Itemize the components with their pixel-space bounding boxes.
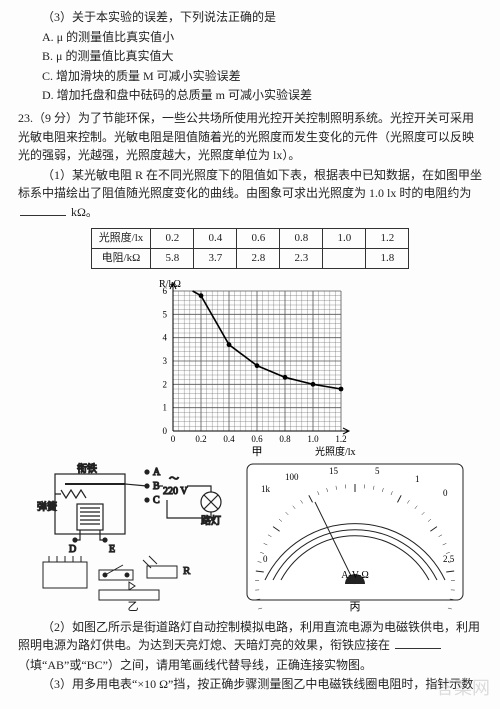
q23-head: 23.（9 分）为了节能环保，一些公共场所使用光控开关控制照明系统。光控开关可采… xyxy=(18,109,482,165)
svg-text:1.0: 1.0 xyxy=(307,434,319,444)
svg-text:C: C xyxy=(153,495,160,506)
svg-text:4: 4 xyxy=(163,332,168,342)
table-row: 电阻/kΩ 5.8 3.7 2.8 2.3 1.8 xyxy=(91,248,409,268)
svg-text:R/kΩ: R/kΩ xyxy=(159,279,181,290)
figure-graph: 00.20.40.60.81.01.20123456R/kΩ光照度/lx甲 xyxy=(18,273,482,458)
svg-text:15: 15 xyxy=(329,466,339,476)
q22-3-optC: C. 增加滑块的质量 M 可减小实验误差 xyxy=(18,67,482,86)
graph-svg: 00.20.40.60.81.01.20123456R/kΩ光照度/lx甲 xyxy=(135,273,365,458)
svg-text:弹簧: 弹簧 xyxy=(37,500,57,513)
circuit-svg: A B C ～ 220 V 路灯 D E 弹簧 衔铁 xyxy=(35,462,235,612)
q22-3-optA: A. μ 的测量值比真实值小 xyxy=(18,28,482,47)
svg-text:5: 5 xyxy=(163,309,168,319)
svg-text:0.6: 0.6 xyxy=(251,434,263,444)
th: 电阻/kΩ xyxy=(91,248,151,268)
data-table: 光照度/lx 0.2 0.4 0.6 0.8 1.0 1.2 电阻/kΩ 5.8… xyxy=(91,228,410,269)
svg-text:衔铁: 衔铁 xyxy=(77,462,97,475)
q22-3-stem: （3）关于本实验的误差，下列说法正确的是 xyxy=(18,8,482,27)
svg-text:1: 1 xyxy=(163,402,168,412)
svg-text:D: D xyxy=(69,544,76,555)
svg-text:R: R xyxy=(183,565,191,577)
svg-text:2.5: 2.5 xyxy=(443,554,455,564)
blank-resistance xyxy=(20,203,66,216)
q22-3-optB: B. μ 的测量值比真实值大 xyxy=(18,47,482,66)
svg-text:光照度/lx: 光照度/lx xyxy=(315,445,356,458)
svg-text:乙: 乙 xyxy=(128,600,139,612)
svg-text:0: 0 xyxy=(263,554,268,564)
q23-p2: （2）如图乙所示是街道路灯自动控制模拟电路，利用直流电源为电磁铁供电，利用照明电… xyxy=(18,618,482,655)
svg-text:3: 3 xyxy=(163,356,168,366)
svg-text:0.8: 0.8 xyxy=(279,434,291,444)
q23-p3: （3）用多用电表“×10 Ω”挡，按正确步骤测量图乙中电磁铁线圈电阻时，指针示数 xyxy=(18,675,482,694)
svg-text:0: 0 xyxy=(163,426,168,436)
svg-text:A-V-Ω: A-V-Ω xyxy=(341,570,369,581)
svg-text:B: B xyxy=(153,481,160,492)
q23-p2b: （填“AB”或“BC”）之间，请用笔画线代替导线，正确连接实物图。 xyxy=(18,656,482,675)
svg-text:1.2: 1.2 xyxy=(335,434,346,444)
svg-text:丙: 丙 xyxy=(350,601,361,612)
q22-3-optD: D. 增加托盘和盘中砝码的总质量 m 可减小实验误差 xyxy=(18,86,482,105)
svg-text:220 V: 220 V xyxy=(163,486,188,497)
svg-text:2: 2 xyxy=(163,379,168,389)
th: 光照度/lx xyxy=(91,228,151,248)
svg-text:1k: 1k xyxy=(261,484,271,494)
q23-p1a: （1）某光敏电阻 R 在不同光照度下的阻值如下表，根据表中已知数据，在如图甲坐标… xyxy=(18,168,482,201)
svg-text:5: 5 xyxy=(375,466,380,476)
svg-text:0.4: 0.4 xyxy=(223,434,235,444)
svg-text:100: 100 xyxy=(285,472,299,482)
svg-text:E: E xyxy=(109,544,115,555)
svg-text:甲: 甲 xyxy=(252,446,263,458)
svg-text:0: 0 xyxy=(171,434,176,444)
table-row: 光照度/lx 0.2 0.4 0.6 0.8 1.0 1.2 xyxy=(91,228,409,248)
q23-p1b: kΩ。 xyxy=(71,205,98,219)
svg-text:0: 0 xyxy=(443,488,448,498)
q23-p1: （1）某光敏电阻 R 在不同光照度下的阻值如下表，根据表中已知数据，在如图甲坐标… xyxy=(18,166,482,222)
meter-svg: A-V-Ω 1k 100 15 5 1 0 0 2.5 丙 xyxy=(245,462,465,612)
svg-text:～: ～ xyxy=(169,474,179,485)
blank-ab-bc xyxy=(395,636,441,649)
svg-text:A: A xyxy=(153,467,161,478)
svg-text:0.2: 0.2 xyxy=(195,434,206,444)
svg-text:1: 1 xyxy=(415,474,420,484)
